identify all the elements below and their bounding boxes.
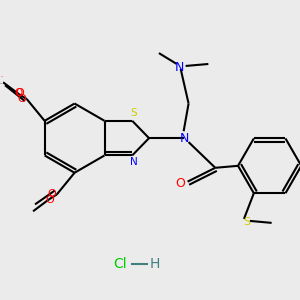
Text: N: N (180, 132, 189, 145)
Text: O: O (16, 88, 24, 98)
Text: O: O (17, 94, 26, 104)
Text: H: H (149, 257, 160, 271)
Text: O: O (15, 88, 23, 98)
Text: N: N (130, 158, 138, 167)
Text: methoxy: methoxy (0, 82, 5, 84)
Text: O: O (47, 188, 56, 199)
Text: N: N (175, 61, 184, 74)
Text: O: O (176, 177, 186, 190)
Text: O: O (46, 195, 54, 206)
Text: Cl: Cl (113, 257, 127, 271)
Text: S: S (243, 217, 250, 227)
Text: OCH₃: OCH₃ (1, 76, 5, 77)
Text: S: S (130, 108, 136, 118)
